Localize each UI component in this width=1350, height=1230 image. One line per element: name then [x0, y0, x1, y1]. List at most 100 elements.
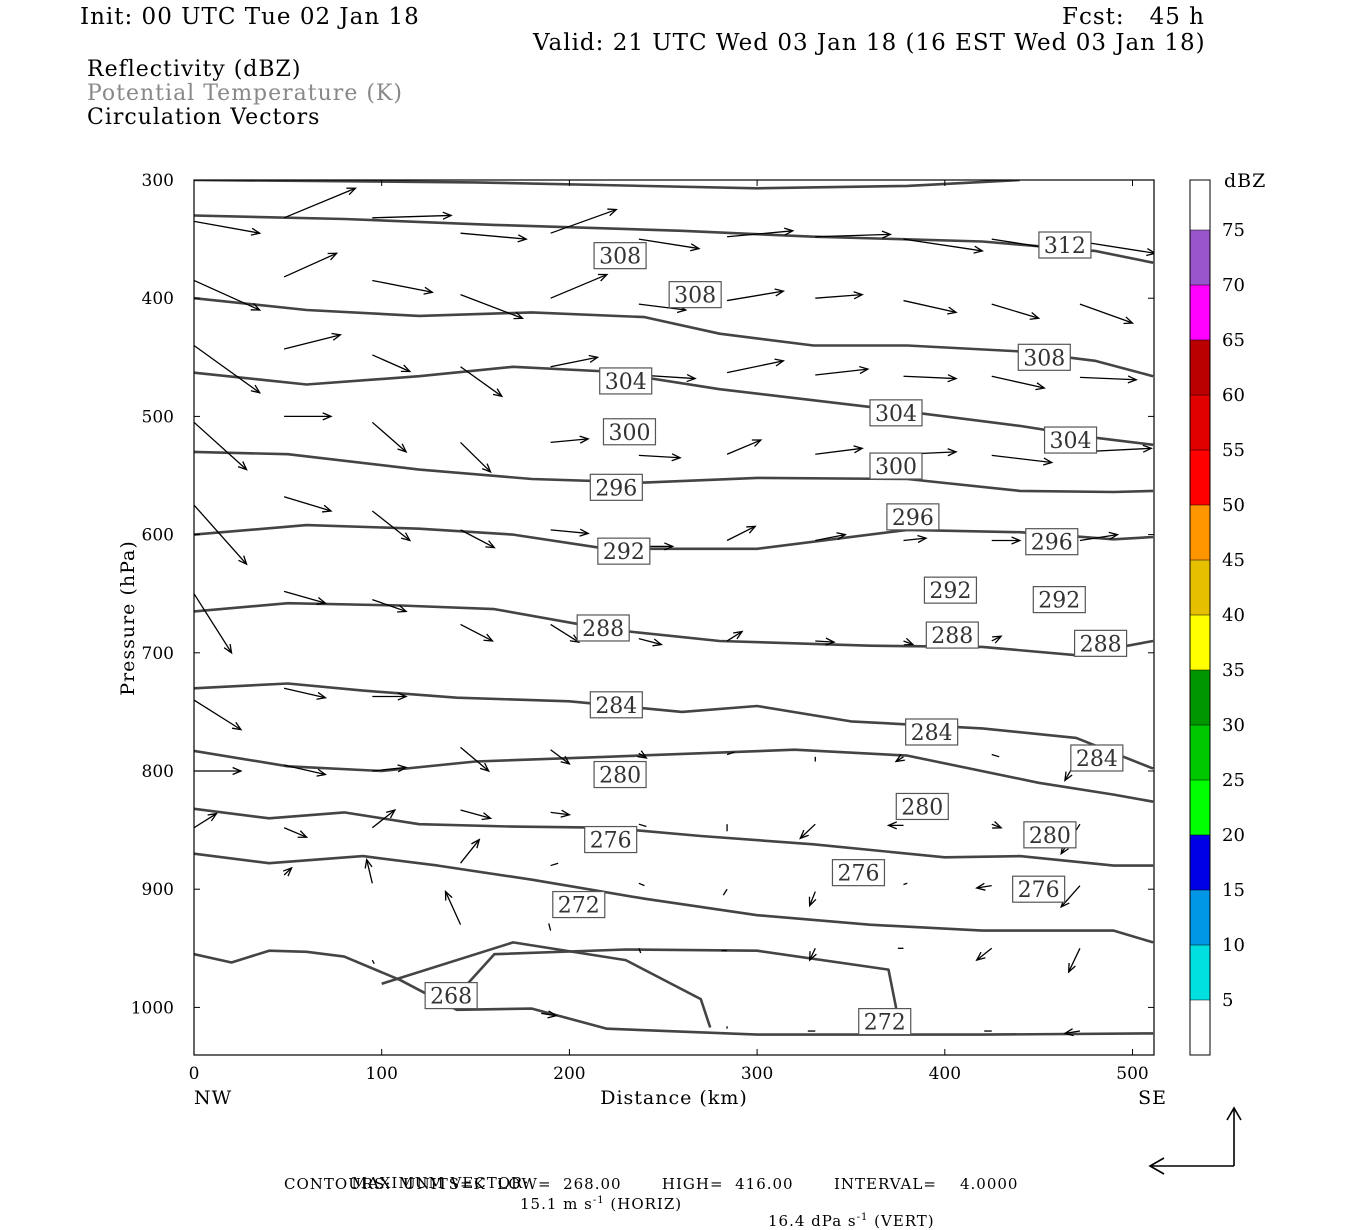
x-axis: 0 100 200 300 400 500 [189, 180, 1149, 1084]
circulation-vector [372, 211, 453, 220]
circulation-vector [550, 273, 609, 299]
theta-contour-300 [194, 450, 1154, 494]
vector-head [836, 532, 847, 541]
circulation-vector [460, 838, 481, 864]
colorbar-swatch [1190, 1000, 1210, 1055]
vector-shaft [809, 948, 816, 961]
vector-shaft [726, 630, 743, 642]
vector-shaft [815, 640, 835, 643]
colorbar-title: dBZ [1224, 170, 1266, 192]
circulation-vector [815, 230, 893, 239]
colorbar-swatch [1190, 505, 1210, 560]
vector-head [331, 332, 343, 341]
vector-shaft [541, 1012, 557, 1017]
colorbar-swatch [1190, 180, 1210, 230]
circulation-vector [991, 303, 1041, 320]
contour-label-box [1012, 875, 1066, 903]
vector-head [1146, 247, 1154, 257]
vector-shaft [991, 303, 1039, 319]
contour-label: 304 [605, 370, 647, 395]
vector-shaft [722, 888, 728, 896]
vector-shaft [372, 354, 411, 373]
contour-label-box [831, 859, 886, 887]
contour-label: 304 [875, 402, 917, 427]
circulation-vector [550, 862, 559, 867]
circulation-vector [726, 358, 786, 374]
max-vector-label: MAXIMUM VECTOR: [351, 1174, 530, 1192]
vector-head [322, 504, 333, 513]
contour-label: 288 [931, 624, 973, 649]
contour-label-box [593, 760, 647, 789]
circulation-vector [1079, 375, 1138, 384]
vector-shaft [460, 441, 492, 473]
contour-label-box [584, 825, 638, 854]
vector-shaft [460, 746, 490, 772]
circulation-vector [548, 923, 552, 931]
circulation-vector [903, 534, 928, 544]
vector-shaft [460, 623, 493, 642]
contour-label-box [668, 281, 722, 309]
x-tick-label: 500 [1116, 1064, 1148, 1084]
vector-head [322, 412, 333, 421]
init-time-label: Init: 00 UTC Tue 02 Jan 18 [80, 4, 420, 30]
vector-head [237, 461, 248, 471]
vector-shaft [283, 187, 356, 219]
circulation-vector [726, 288, 786, 302]
circulation-vector [371, 959, 375, 964]
circulation-vector [726, 751, 735, 756]
vector-shaft [550, 208, 617, 234]
vector-head [316, 768, 328, 777]
vector-head [364, 858, 373, 869]
vector-shaft [815, 447, 863, 455]
circulation-vector [282, 866, 293, 877]
circulation-vector [550, 354, 600, 368]
vector-shaft [726, 439, 762, 455]
vector-head [316, 691, 328, 700]
circulation-vector [991, 536, 1022, 545]
circulation-vector [815, 445, 864, 455]
vector-head [232, 766, 243, 776]
circulation-vector [886, 821, 904, 830]
vector-head [751, 439, 763, 447]
colorbar-swatch [1190, 560, 1210, 615]
circulation-vector [194, 220, 262, 236]
circulation-vector [637, 750, 648, 759]
vector-shaft [194, 421, 247, 471]
circulation-vector [372, 764, 408, 773]
vector-shaft [194, 220, 260, 234]
vector-shaft [283, 590, 326, 604]
theta-contour-296 [194, 523, 1154, 551]
x-tick-label: 400 [929, 1064, 961, 1084]
vector-shaft [903, 299, 957, 314]
vector-shaft [371, 959, 375, 964]
vector-head [886, 821, 898, 830]
contour-label-box [593, 242, 647, 270]
contour-label: 292 [1038, 589, 1080, 614]
vector-head [664, 542, 675, 551]
vector-shaft [976, 947, 993, 961]
circulation-vector [726, 525, 757, 542]
colorbar-label: 75 [1222, 220, 1245, 241]
circulation-vector [194, 279, 262, 311]
vector-shaft [194, 593, 233, 654]
circulation-vector [460, 232, 528, 243]
contour-label-box [589, 691, 643, 719]
vector-shaft [815, 533, 846, 542]
vector-head [479, 762, 490, 773]
vector-shaft [283, 867, 293, 876]
vector-shaft [444, 891, 462, 925]
contour-label: 288 [1080, 632, 1122, 657]
circulation-vector [372, 279, 435, 295]
contour-label: 292 [929, 579, 971, 604]
contour-label-box [1038, 231, 1092, 259]
colorbar-swatch [1190, 835, 1210, 890]
contour-label: 292 [603, 540, 645, 565]
vector-shaft [991, 823, 1002, 829]
vector-shaft [638, 637, 662, 646]
y-tick-label: 800 [142, 762, 174, 782]
vector-head [733, 630, 744, 640]
vector-head [297, 830, 309, 838]
vector-head [1063, 1028, 1074, 1037]
vector-shaft [991, 454, 1052, 464]
theta-contour-276 [194, 852, 1154, 944]
